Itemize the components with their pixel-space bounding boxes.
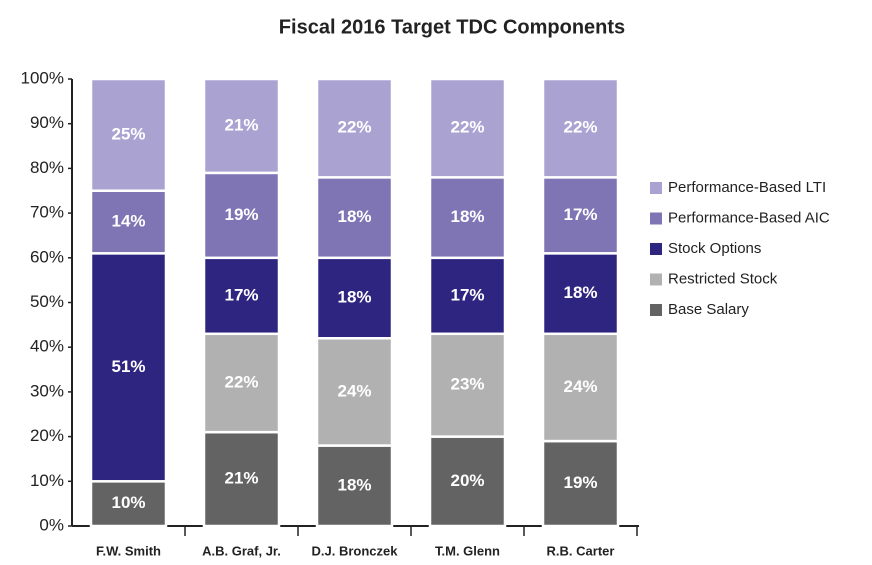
- bar-segment: [315, 444, 394, 528]
- bar-segment: [202, 430, 281, 528]
- bar-segment: [541, 176, 620, 255]
- data-label: 22%: [563, 118, 597, 137]
- x-tick-label: A.B. Graf, Jr.: [202, 543, 281, 558]
- legend-label: Performance-Based AIC: [668, 209, 830, 226]
- y-tick-label: 90%: [30, 113, 64, 132]
- bar-segment: [428, 435, 507, 528]
- bar-segment: [89, 77, 168, 192]
- data-label: 21%: [224, 115, 258, 134]
- bar-segment: [541, 77, 620, 179]
- data-label: 22%: [450, 118, 484, 137]
- data-label: 14%: [111, 212, 145, 231]
- y-tick-label: 70%: [30, 203, 64, 222]
- y-tick-label: 30%: [30, 381, 64, 400]
- bar-segment: [202, 332, 281, 434]
- y-tick-label: 0%: [39, 515, 64, 534]
- data-label: 18%: [450, 207, 484, 226]
- bar-segment: [428, 332, 507, 438]
- data-label: 22%: [337, 118, 371, 137]
- data-label: 17%: [224, 285, 258, 304]
- chart-title: Fiscal 2016 Target TDC Components: [279, 16, 625, 38]
- bar-segment: [428, 256, 507, 336]
- data-label: 18%: [563, 283, 597, 302]
- bar-segment: [315, 256, 394, 340]
- legend-label: Stock Options: [668, 240, 761, 257]
- data-label: 19%: [563, 473, 597, 492]
- data-label: 51%: [111, 357, 145, 376]
- legend-label: Restricted Stock: [668, 270, 778, 287]
- data-label: 18%: [337, 288, 371, 307]
- data-label: 20%: [450, 471, 484, 490]
- bar-segment: [202, 256, 281, 336]
- y-tick-label: 80%: [30, 158, 64, 177]
- y-tick-label: 40%: [30, 337, 64, 356]
- y-tick-label: 60%: [30, 247, 64, 266]
- data-label: 10%: [111, 493, 145, 512]
- legend-label: Performance-Based LTI: [668, 179, 826, 196]
- data-label: 18%: [337, 207, 371, 226]
- data-label: 18%: [337, 475, 371, 494]
- y-tick-label: 100%: [21, 68, 64, 87]
- bar-segment: [315, 176, 394, 260]
- legend-swatch: [650, 243, 662, 255]
- y-tick-label: 50%: [30, 292, 64, 311]
- x-tick-label: R.B. Carter: [547, 543, 615, 558]
- data-label: 24%: [563, 377, 597, 396]
- data-label: 21%: [224, 469, 258, 488]
- bar-segment: [315, 337, 394, 447]
- data-label: 19%: [224, 205, 258, 224]
- data-label: 25%: [111, 124, 145, 143]
- data-label: 23%: [450, 375, 484, 394]
- x-tick-label: F.W. Smith: [96, 543, 161, 558]
- legend-label: Base Salary: [668, 301, 749, 318]
- legend-swatch: [650, 304, 662, 316]
- y-tick-label: 20%: [30, 426, 64, 445]
- bar-segment: [541, 252, 620, 336]
- bar-segment: [202, 77, 281, 175]
- x-tick-label: T.M. Glenn: [435, 543, 500, 558]
- legend-swatch: [650, 182, 662, 194]
- data-label: 22%: [224, 372, 258, 391]
- y-tick-label: 10%: [30, 471, 64, 490]
- data-label: 17%: [450, 285, 484, 304]
- legend-swatch: [650, 212, 662, 225]
- x-tick-label: D.J. Bronczek: [312, 543, 399, 558]
- bar-segment: [541, 439, 620, 528]
- data-label: 24%: [337, 381, 371, 400]
- bar-segment: [315, 77, 394, 179]
- data-label: 17%: [563, 205, 597, 224]
- legend-swatch: [650, 273, 662, 286]
- bar-segment: [428, 77, 507, 179]
